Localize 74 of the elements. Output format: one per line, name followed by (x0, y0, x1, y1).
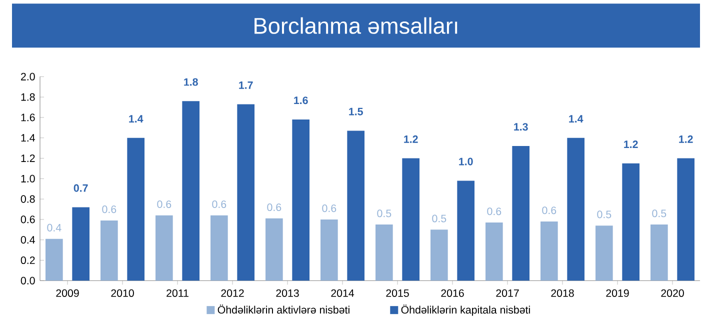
data-label: 0.6 (487, 208, 502, 216)
bar (595, 226, 613, 281)
y-tick-label: 0.2 (20, 256, 35, 264)
y-tick-label: 0.0 (20, 276, 35, 284)
data-label: 1.3 (514, 123, 528, 131)
data-label: 1.5 (349, 108, 363, 116)
data-label: 1.2 (624, 140, 638, 148)
x-tick-label: 2010 (111, 289, 134, 297)
y-tick-label: 0.4 (20, 236, 35, 244)
bar (266, 218, 283, 281)
y-tick-label: 1.4 (21, 134, 35, 142)
bar (622, 163, 640, 281)
data-label: 1.4 (569, 115, 584, 122)
bar (46, 238, 63, 281)
y-tick-label: 0.8 (20, 195, 35, 203)
data-label: 1.8 (184, 78, 198, 86)
data-label: 0.5 (432, 214, 446, 222)
y-tick-label: 1.0 (21, 174, 35, 182)
bar (457, 180, 474, 281)
data-label: 0.5 (652, 210, 666, 218)
x-tick-label: 2015 (386, 289, 409, 297)
data-label: 0.6 (322, 204, 336, 212)
x-tick-label: 2012 (221, 289, 244, 297)
x-tick-label: 2017 (496, 289, 519, 297)
bar (376, 224, 393, 281)
bar (182, 101, 200, 281)
y-tick-label: 0.6 (20, 216, 35, 224)
data-label: 1.4 (129, 115, 144, 122)
bar (210, 215, 228, 281)
data-label: 1.6 (294, 96, 308, 104)
bar (237, 104, 255, 281)
data-label: 0.6 (212, 200, 226, 208)
bar (430, 230, 448, 281)
bar (540, 221, 558, 281)
bar (347, 130, 364, 281)
x-tick-label: 2013 (276, 289, 299, 297)
bar (677, 158, 694, 281)
x-tick-label: 2016 (441, 289, 464, 297)
data-label: 0.6 (267, 204, 282, 212)
y-tick-label: 1.6 (21, 114, 35, 122)
data-label: 1.2 (679, 135, 693, 143)
data-label: 0.5 (597, 210, 612, 218)
data-label: 0.4 (47, 224, 62, 232)
data-label: 0.5 (377, 210, 392, 218)
legend-label: Öhdəliklərin aktivlərə nisbəti (218, 304, 350, 314)
data-label: 1.7 (239, 81, 253, 89)
data-label: 0.6 (157, 200, 172, 208)
x-tick-label: 2011 (166, 289, 188, 297)
legend-label: Öhdəliklərin kapitala nisbəti (401, 304, 530, 316)
x-tick-label: 2018 (551, 289, 574, 297)
bar (567, 138, 584, 281)
data-label: 1.2 (404, 135, 418, 143)
x-tick-label: 2009 (56, 289, 79, 297)
data-label: 0.6 (542, 206, 556, 214)
x-tick-label: 2020 (661, 289, 684, 297)
bar (402, 158, 420, 281)
bar (100, 220, 118, 281)
bar (320, 219, 338, 281)
bar (127, 138, 145, 281)
x-tick-label: 2019 (606, 289, 629, 297)
y-tick-label: 2.0 (21, 72, 35, 80)
bar (512, 146, 530, 281)
data-label: 0.7 (74, 184, 88, 192)
x-tick-label: 2014 (331, 289, 354, 297)
data-label: 1.0 (459, 158, 473, 166)
bar (486, 222, 503, 281)
y-tick-label: 1.8 (21, 93, 35, 101)
bar (72, 207, 90, 281)
bar (650, 224, 668, 281)
data-label: 0.6 (102, 206, 116, 214)
chart-title: Borclanma əmsalları (254, 17, 458, 34)
y-tick-label: 1.2 (21, 154, 35, 162)
bar (156, 215, 173, 281)
bar (292, 119, 310, 281)
